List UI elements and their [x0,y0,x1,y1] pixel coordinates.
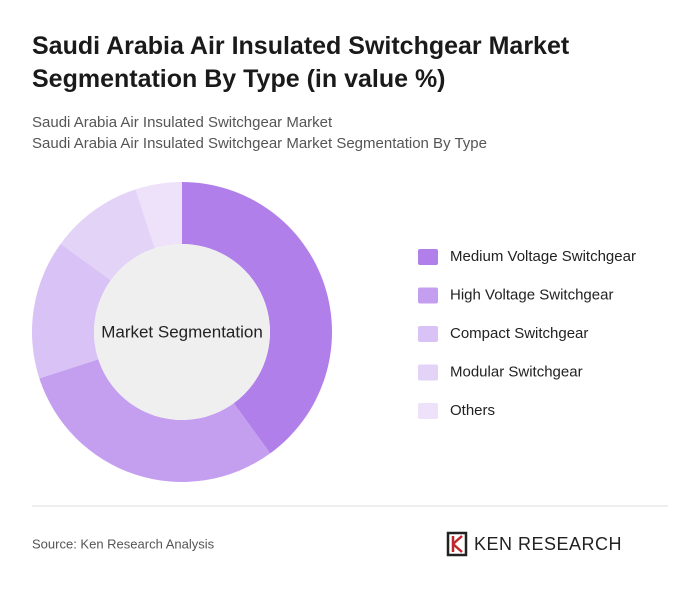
legend-label: Modular Switchgear [450,363,583,380]
legend-label: Others [450,402,495,419]
legend-label: Compact Switchgear [450,325,588,342]
legend-swatch [418,287,438,304]
legend-swatch [418,326,438,342]
chart-title: Saudi Arabia Air Insulated Switchgear Ma… [32,32,570,93]
center-label: Market Segmentation [101,322,263,341]
legend-swatch [418,249,438,265]
subtitle: Saudi Arabia Air Insulated Switchgear Ma… [32,135,487,152]
subtitle: Saudi Arabia Air Insulated Switchgear Ma… [32,114,333,131]
logo: KEN RESEARCH [474,534,622,554]
donut-slice [182,182,332,454]
legend-swatch [418,364,438,381]
source: Source: Ken Research Analysis [32,536,215,551]
donut-slice [39,359,271,482]
legend-label: Medium Voltage Switchgear [450,248,636,265]
donut-slice [135,182,182,249]
legend-label: High Voltage Switchgear [450,286,613,303]
donut-slice [60,189,155,281]
donut-slice [32,243,111,379]
logo-icon [446,531,468,557]
donut-center [94,244,270,420]
legend-swatch [418,403,438,419]
